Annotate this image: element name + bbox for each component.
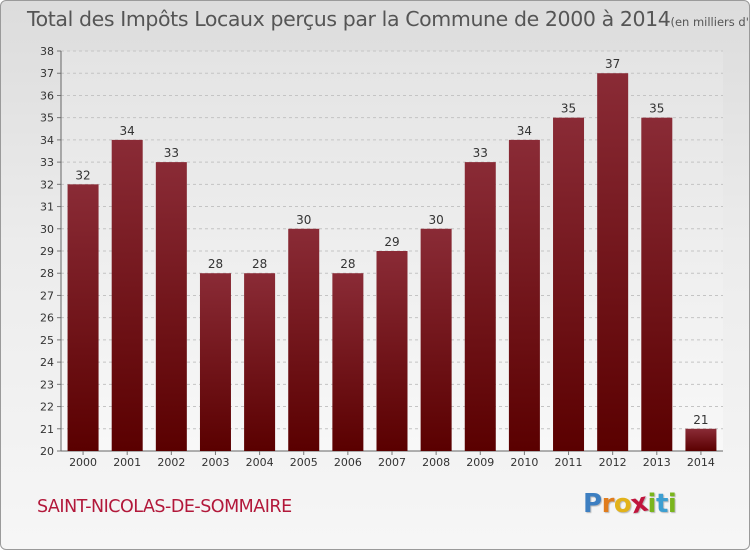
y-tick-label: 29: [40, 245, 54, 258]
bar-2007: [376, 251, 408, 451]
y-tick-label: 27: [40, 289, 54, 302]
bar-value-label: 29: [384, 235, 399, 249]
y-tick-label: 25: [40, 334, 54, 347]
y-tick-label: 38: [40, 45, 54, 58]
bar-value-label: 21: [693, 413, 708, 427]
x-tick-label: 2008: [422, 456, 450, 469]
bar-2002: [155, 162, 187, 451]
x-tick-label: 2012: [599, 456, 627, 469]
x-tick-label: 2010: [510, 456, 538, 469]
y-tick-label: 24: [40, 356, 54, 369]
logo-letter: i: [647, 489, 657, 519]
y-tick-label: 36: [40, 89, 54, 102]
bar-value-label: 30: [428, 213, 443, 227]
bar-2001: [111, 139, 143, 451]
bar-2006: [332, 273, 364, 451]
bar-2004: [244, 273, 276, 451]
bar-2009: [464, 162, 496, 451]
bar-value-label: 28: [340, 257, 355, 271]
x-tick-label: 2005: [290, 456, 318, 469]
x-tick-label: 2014: [687, 456, 715, 469]
x-tick-label: 2007: [378, 456, 406, 469]
logo-letter: P: [583, 489, 602, 519]
y-tick-label: 30: [40, 223, 54, 236]
bar-value-label: 33: [164, 146, 179, 160]
bar-value-label: 28: [252, 257, 267, 271]
x-tick-label: 2000: [69, 456, 97, 469]
bar-value-label: 37: [605, 57, 620, 71]
x-tick-label: 2013: [643, 456, 671, 469]
y-tick-label: 26: [40, 312, 54, 325]
logo-letter: i: [667, 489, 677, 519]
bar-value-label: 34: [517, 124, 532, 138]
x-tick-label: 2006: [334, 456, 362, 469]
bar-2008: [420, 228, 452, 451]
y-tick-label: 28: [40, 267, 54, 280]
bar-2011: [553, 117, 585, 452]
logo-letter: o: [613, 489, 632, 519]
x-tick-label: 2009: [466, 456, 494, 469]
y-tick-label: 33: [40, 156, 54, 169]
x-tick-label: 2004: [246, 456, 274, 469]
logo-letter: t: [655, 489, 668, 519]
bar-value-label: 35: [649, 102, 664, 116]
bar-2013: [641, 117, 673, 452]
y-tick-label: 22: [40, 401, 54, 414]
chart-unit: (en milliers d'€): [670, 15, 749, 29]
y-tick-label: 37: [40, 67, 54, 80]
bar-2010: [508, 139, 540, 451]
bar-2005: [288, 228, 320, 451]
x-tick-label: 2002: [157, 456, 185, 469]
y-tick-label: 35: [40, 112, 54, 125]
bar-value-label: 34: [120, 124, 135, 138]
bar-2000: [67, 184, 99, 452]
bar-2014: [685, 428, 717, 451]
x-tick-label: 2001: [113, 456, 141, 469]
y-tick-label: 32: [40, 178, 54, 191]
y-tick-label: 20: [40, 445, 54, 458]
y-tick-label: 23: [40, 378, 54, 391]
bar-value-label: 35: [561, 102, 576, 116]
commune-name: SAINT-NICOLAS-DE-SOMMAIRE: [37, 497, 292, 517]
chart-title-text: Total des Impôts Locaux perçus par la Co…: [27, 7, 671, 31]
x-tick-label: 2011: [555, 456, 583, 469]
y-tick-label: 31: [40, 201, 54, 214]
proxiti-logo[interactable]: Proxiti: [583, 488, 677, 521]
chart-title: Total des Impôts Locaux perçus par la Co…: [27, 7, 749, 31]
y-tick-label: 21: [40, 423, 54, 436]
bar-value-label: 28: [208, 257, 223, 271]
x-tick-label: 2003: [201, 456, 229, 469]
bar-2003: [199, 273, 231, 451]
bar-value-label: 33: [473, 146, 488, 160]
bar-value-label: 32: [75, 168, 90, 182]
logo-letter: r: [601, 489, 615, 519]
bar-value-label: 30: [296, 213, 311, 227]
y-tick-label: 34: [40, 134, 54, 147]
bar-2012: [597, 73, 629, 451]
